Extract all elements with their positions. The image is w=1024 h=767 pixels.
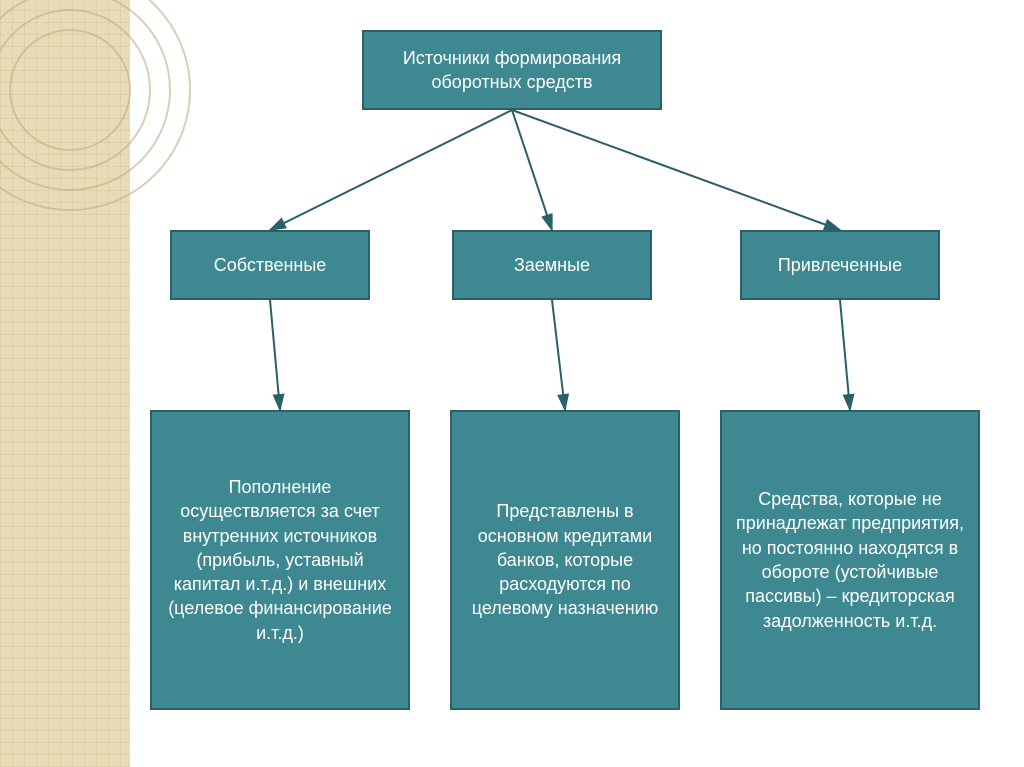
- edge-arrow: [270, 300, 280, 410]
- edge-arrow: [512, 110, 840, 230]
- node-mid1: Собственные: [170, 230, 370, 300]
- node-label: Средства, которые не принадлежат предпри…: [732, 487, 968, 633]
- node-label: Собственные: [214, 253, 327, 277]
- edge-arrow: [840, 300, 850, 410]
- node-mid3: Привлеченные: [740, 230, 940, 300]
- node-label: Заемные: [514, 253, 590, 277]
- node-mid2: Заемные: [452, 230, 652, 300]
- node-label: Источники формирования оборотных средств: [374, 46, 650, 95]
- node-leaf1: Пополнение осуществляется за счет внутре…: [150, 410, 410, 710]
- edge-arrow: [552, 300, 565, 410]
- node-label: Привлеченные: [778, 253, 902, 277]
- edge-arrow: [512, 110, 552, 230]
- circles-decoration: [0, 0, 200, 220]
- node-leaf3: Средства, которые не принадлежат предпри…: [720, 410, 980, 710]
- sidebar-decoration: [0, 0, 130, 767]
- node-root: Источники формирования оборотных средств: [362, 30, 662, 110]
- node-label: Пополнение осуществляется за счет внутре…: [162, 475, 398, 645]
- node-label: Представлены в основном кредитами банков…: [462, 499, 668, 620]
- edge-arrow: [270, 110, 512, 230]
- node-leaf2: Представлены в основном кредитами банков…: [450, 410, 680, 710]
